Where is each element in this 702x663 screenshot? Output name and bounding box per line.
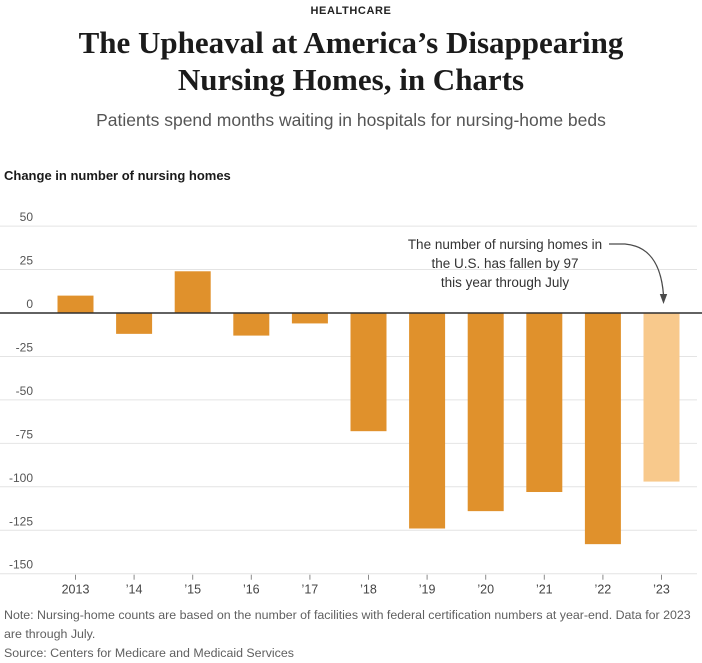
bar-17	[291, 313, 328, 324]
x-axis-label-7: ’20	[477, 583, 494, 597]
y-axis-label--25: -25	[16, 340, 34, 354]
bar-22	[584, 313, 621, 545]
x-axis-label-5: ’18	[360, 583, 377, 597]
article-subtitle: Patients spend months waiting in hospita…	[96, 110, 606, 130]
bar-14	[116, 313, 153, 334]
section-kicker: HEALTHCARE	[310, 5, 392, 17]
y-axis-label--150: -150	[9, 558, 33, 572]
chart-source: Source: Centers for Medicare and Medicai…	[4, 646, 294, 660]
chart-annotation: The number of nursing homes in the U.S. h…	[400, 235, 610, 292]
y-axis-label-50: 50	[20, 210, 34, 224]
bar-2013	[57, 295, 94, 313]
article-title: The Upheaval at America’s Disappearing Nu…	[0, 24, 702, 98]
annotation-arrow-curve	[609, 243, 665, 296]
y-axis-label--50: -50	[16, 384, 34, 398]
bar-18	[350, 313, 387, 432]
bar-16	[233, 313, 270, 336]
bar-19	[409, 313, 446, 529]
y-axis-label--75: -75	[16, 427, 34, 441]
annotation-line2: the U.S. has fallen by 97	[431, 256, 579, 271]
annotation-line3: this year through July	[440, 275, 570, 290]
x-axis-label-10: ’23	[653, 583, 670, 597]
y-axis-label--100: -100	[9, 471, 33, 485]
annotation-arrowhead-icon	[659, 294, 668, 304]
x-axis-label-8: ’21	[536, 583, 553, 597]
x-axis-label-0: 2013	[62, 583, 90, 597]
bar-15	[174, 271, 211, 313]
bar-20	[467, 313, 504, 512]
annotation-line1: The number of nursing homes in	[407, 237, 603, 252]
x-axis-label-6: ’19	[419, 583, 436, 597]
y-axis-label--125: -125	[9, 514, 33, 528]
chart-title: Change in number of nursing homes	[4, 168, 231, 183]
x-axis-label-2: ’15	[184, 583, 201, 597]
article-title-line2: Nursing Homes, in Charts	[177, 62, 525, 97]
x-axis-label-9: ’22	[595, 583, 612, 597]
bar-21	[526, 313, 563, 493]
x-axis-label-3: ’16	[243, 583, 260, 597]
chart-note: Note: Nursing-home counts are based on t…	[4, 608, 691, 641]
bar-23	[643, 313, 680, 482]
y-axis-label-25: 25	[20, 254, 34, 268]
y-axis-label-0: 0	[26, 297, 33, 311]
x-axis-label-1: ’14	[126, 583, 143, 597]
article-title-line1: The Upheaval at America’s Disappearing	[78, 25, 624, 60]
x-axis-label-4: ’17	[302, 583, 319, 597]
